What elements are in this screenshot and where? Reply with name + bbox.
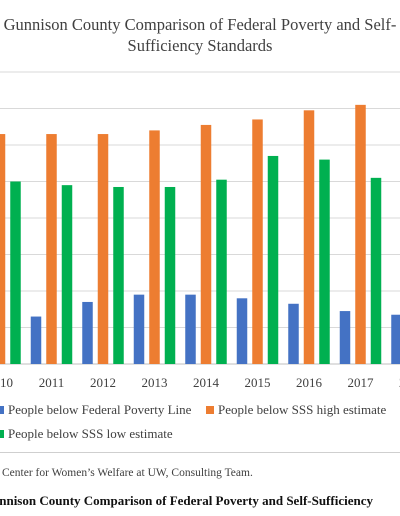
bar-sss-low-2012 bbox=[113, 186, 124, 364]
x-tick-label: 2013 bbox=[142, 375, 168, 390]
bar-sss-high-2014 bbox=[200, 124, 212, 365]
legend-item-federal-poverty: People below Federal Poverty Line bbox=[0, 402, 191, 418]
bar-sss-high-2017 bbox=[355, 104, 366, 364]
x-tick-label: 2015 bbox=[245, 375, 271, 390]
bar-sss-low-2014 bbox=[216, 179, 227, 364]
legend-label-sss-high: People below SSS high estimate bbox=[218, 402, 387, 417]
bar-sss-high-2015 bbox=[252, 119, 263, 364]
bar-federal-poverty-2012 bbox=[82, 301, 93, 364]
bar-sss-low-2011 bbox=[61, 185, 73, 364]
x-tick-label: 2016 bbox=[296, 375, 323, 390]
chart-title: Gunnison County Comparison of Federal Po… bbox=[0, 14, 400, 56]
chart-title-line-2: Sufficiency Standards bbox=[127, 36, 273, 55]
bar-federal-poverty-2018 bbox=[391, 314, 400, 364]
legend-label-sss-low: People below SSS low estimate bbox=[8, 426, 173, 441]
bar-federal-poverty-2017 bbox=[339, 311, 351, 364]
x-tick-label: 2011 bbox=[39, 375, 65, 390]
x-tick-label: 2014 bbox=[193, 375, 220, 390]
bar-sss-high-2013 bbox=[149, 130, 160, 364]
chart-title-line-1: Gunnison County Comparison of Federal Po… bbox=[3, 15, 397, 34]
bar-sss-high-2012 bbox=[97, 134, 109, 364]
x-tick-label: 2017 bbox=[348, 375, 375, 390]
bar-sss-high-2011 bbox=[46, 134, 57, 364]
legend-swatch-sss-low bbox=[0, 430, 4, 439]
legend-swatch-sss-high bbox=[206, 406, 214, 415]
bar-chart: 201020112012201320142015201620172018 bbox=[0, 71, 400, 390]
source-note: Center for Women’s Welfare at UW, Consul… bbox=[2, 467, 253, 479]
bar-federal-poverty-2011 bbox=[30, 316, 42, 364]
bar-sss-low-2015 bbox=[267, 155, 279, 364]
bar-sss-low-2016 bbox=[319, 159, 330, 364]
bar-sss-low-2010 bbox=[10, 181, 21, 364]
x-tick-label: 2010 bbox=[0, 375, 13, 390]
bar-sss-low-2013 bbox=[164, 186, 176, 364]
bar-federal-poverty-2014 bbox=[185, 294, 196, 364]
legend-swatch-federal-poverty bbox=[0, 406, 4, 415]
bar-sss-high-2010 bbox=[0, 134, 6, 364]
bar-sss-high-2016 bbox=[303, 110, 315, 364]
bar-sss-low-2017 bbox=[370, 177, 382, 364]
legend-item-sss-low: People below SSS low estimate bbox=[0, 426, 173, 442]
chart-bottom-border bbox=[0, 452, 400, 453]
bar-federal-poverty-2016 bbox=[288, 303, 299, 364]
bar-federal-poverty-2015 bbox=[236, 298, 248, 364]
figure-caption: unnison County Comparison of Federal Pov… bbox=[0, 493, 373, 508]
bar-federal-poverty-2013 bbox=[133, 294, 145, 364]
legend-label-federal-poverty: People below Federal Poverty Line bbox=[8, 402, 192, 417]
x-tick-label: 2012 bbox=[90, 375, 116, 390]
legend-item-sss-high: People below SSS high estimate bbox=[206, 402, 386, 418]
